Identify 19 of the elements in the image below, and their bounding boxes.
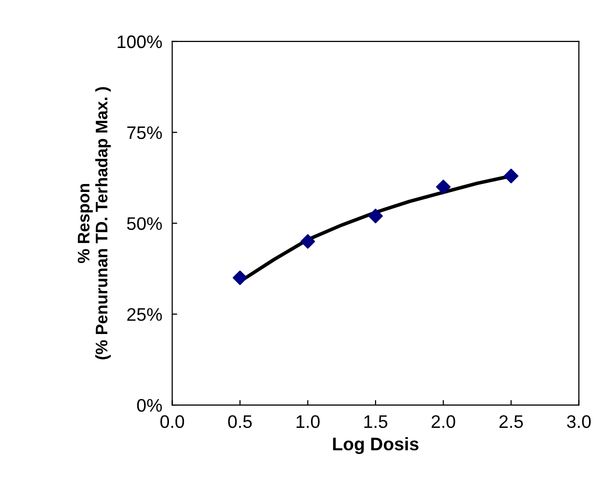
x-tick-label: 0.0 bbox=[160, 415, 184, 428]
y-tick-label: 75% bbox=[127, 126, 162, 140]
point bbox=[504, 168, 518, 184]
x-tick-label: 2.0 bbox=[432, 415, 456, 428]
point bbox=[232, 270, 248, 286]
point bbox=[436, 180, 451, 194]
y-tick-label: 0% bbox=[137, 398, 162, 412]
x-axis-title: Log Dosis bbox=[333, 437, 418, 454]
point bbox=[368, 208, 383, 224]
x-tick-label: 3.0 bbox=[567, 415, 591, 428]
point bbox=[300, 234, 316, 249]
x-tick-label: 2.5 bbox=[499, 415, 523, 428]
x-tick-label: 1.5 bbox=[364, 415, 388, 428]
y-tick-label: 100% bbox=[118, 35, 162, 48]
y-tick-label: 25% bbox=[127, 308, 162, 321]
y-axis-title: % Respon (% Penurunan TD. Terhadap Max. ) bbox=[78, 87, 111, 360]
x-tick-label: 0.5 bbox=[228, 415, 252, 428]
y-tick-label: 50% bbox=[127, 217, 162, 230]
x-tick-label: 1.0 bbox=[296, 415, 320, 428]
